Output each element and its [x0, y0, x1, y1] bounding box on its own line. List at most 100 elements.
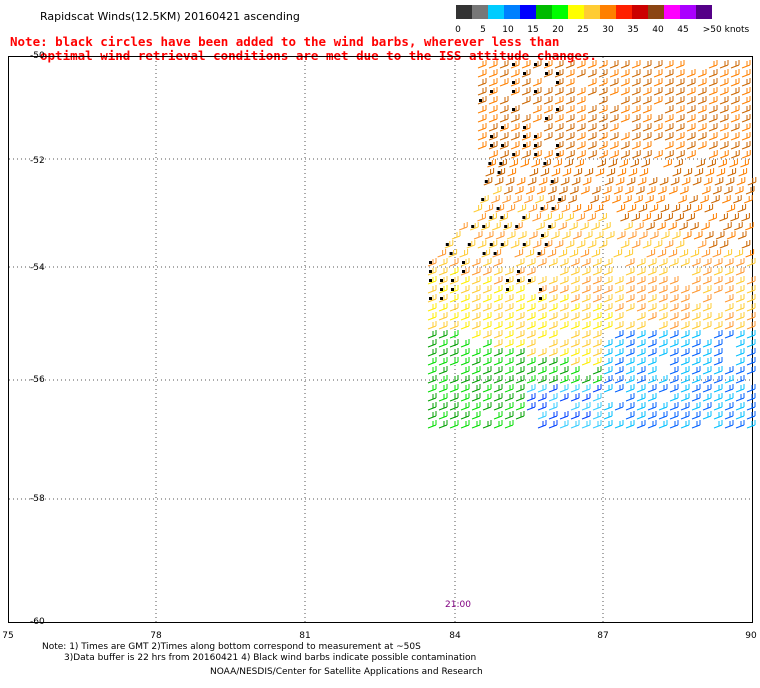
wind-barb	[427, 294, 437, 303]
wind-barb	[427, 258, 437, 267]
wind-barb	[642, 60, 652, 69]
legend-swatch	[520, 5, 536, 19]
wind-barb	[570, 330, 580, 339]
wind-barb	[517, 231, 527, 240]
wind-barb	[460, 258, 470, 267]
wind-barb	[609, 78, 619, 87]
wind-barb	[681, 177, 691, 186]
wind-barb	[521, 240, 531, 249]
wind-barb	[543, 213, 552, 222]
wind-barb	[614, 330, 624, 339]
wind-barb	[614, 339, 624, 348]
wind-barb	[653, 60, 663, 69]
contamination-marker	[488, 162, 492, 165]
wind-barb	[614, 312, 624, 321]
wind-barb	[631, 60, 641, 69]
wind-barb	[547, 249, 557, 258]
wind-barb	[730, 123, 740, 132]
wind-barb	[713, 267, 723, 276]
wind-barb	[499, 96, 509, 105]
wind-barb	[680, 258, 690, 267]
wind-barb	[459, 222, 468, 231]
wind-barb	[565, 60, 575, 69]
wind-barb	[539, 204, 549, 213]
wind-barb	[438, 303, 448, 312]
wind-barb	[427, 339, 437, 348]
wind-barb	[735, 276, 745, 285]
wind-barb	[746, 420, 756, 429]
wind-barb	[658, 330, 668, 339]
wind-barb	[471, 348, 481, 357]
wind-barb	[581, 321, 591, 330]
contamination-marker	[440, 288, 443, 291]
wind-barb	[532, 240, 542, 249]
wind-barb	[438, 366, 448, 375]
wind-barb	[702, 348, 712, 357]
wind-barb	[724, 312, 734, 321]
wind-barb	[483, 177, 493, 186]
contamination-marker	[541, 234, 544, 237]
wind-barb	[605, 231, 615, 240]
wind-barb	[427, 411, 437, 420]
wind-barb	[609, 132, 619, 141]
contamination-marker	[451, 288, 454, 291]
wind-barb	[642, 78, 652, 87]
wind-barb	[559, 339, 569, 348]
wind-barb	[724, 285, 734, 294]
wind-barb	[620, 132, 630, 141]
wind-barb	[680, 375, 690, 384]
wind-barb	[493, 330, 503, 339]
wind-barb	[460, 348, 470, 357]
legend-swatch	[552, 5, 568, 19]
wind-barb	[713, 384, 723, 393]
wind-barb	[506, 231, 516, 240]
wind-barb	[449, 321, 459, 330]
wind-barb	[493, 384, 503, 393]
wind-barb	[570, 393, 580, 402]
wind-barb	[592, 267, 602, 276]
note-line-2: optimal wind retrieval conditions are me…	[40, 48, 597, 63]
wind-barb	[427, 276, 437, 285]
wind-barb	[614, 303, 624, 312]
wind-barb	[675, 213, 684, 222]
wind-barb	[565, 114, 575, 123]
wind-barb	[438, 357, 448, 366]
wind-barb	[581, 375, 591, 384]
wind-barb	[647, 375, 657, 384]
wind-barb	[587, 114, 597, 123]
wind-barb	[636, 321, 646, 330]
wind-barb	[746, 411, 756, 420]
wind-barb	[730, 132, 740, 141]
wind-barb	[726, 204, 736, 213]
wind-barb	[636, 348, 646, 357]
wind-barb	[481, 222, 490, 231]
wind-barb	[592, 339, 602, 348]
wind-barb	[438, 384, 448, 393]
wind-barb	[548, 294, 558, 303]
wind-barb	[570, 267, 580, 276]
wind-barb	[625, 303, 635, 312]
wind-barb	[669, 393, 679, 402]
wind-barb	[642, 105, 652, 114]
legend-label: 40	[652, 25, 664, 35]
wind-barb	[625, 402, 635, 411]
wind-barb	[675, 60, 685, 69]
wind-barb	[649, 231, 659, 240]
wind-barb	[724, 321, 734, 330]
wind-barb	[680, 393, 690, 402]
wind-barb	[587, 132, 597, 141]
wind-barb	[719, 78, 729, 87]
wind-barb	[554, 60, 564, 69]
wind-barb	[550, 204, 560, 213]
wind-barb	[741, 87, 751, 96]
wind-barb	[653, 123, 663, 132]
wind-barb	[503, 186, 513, 195]
wind-barb	[702, 294, 712, 303]
wind-barb	[524, 195, 533, 204]
wind-barb	[614, 294, 624, 303]
wind-barb	[515, 312, 525, 321]
wind-barb	[702, 303, 712, 312]
wind-barb	[736, 177, 746, 186]
wind-barb	[620, 141, 630, 150]
wind-barb	[488, 96, 498, 105]
